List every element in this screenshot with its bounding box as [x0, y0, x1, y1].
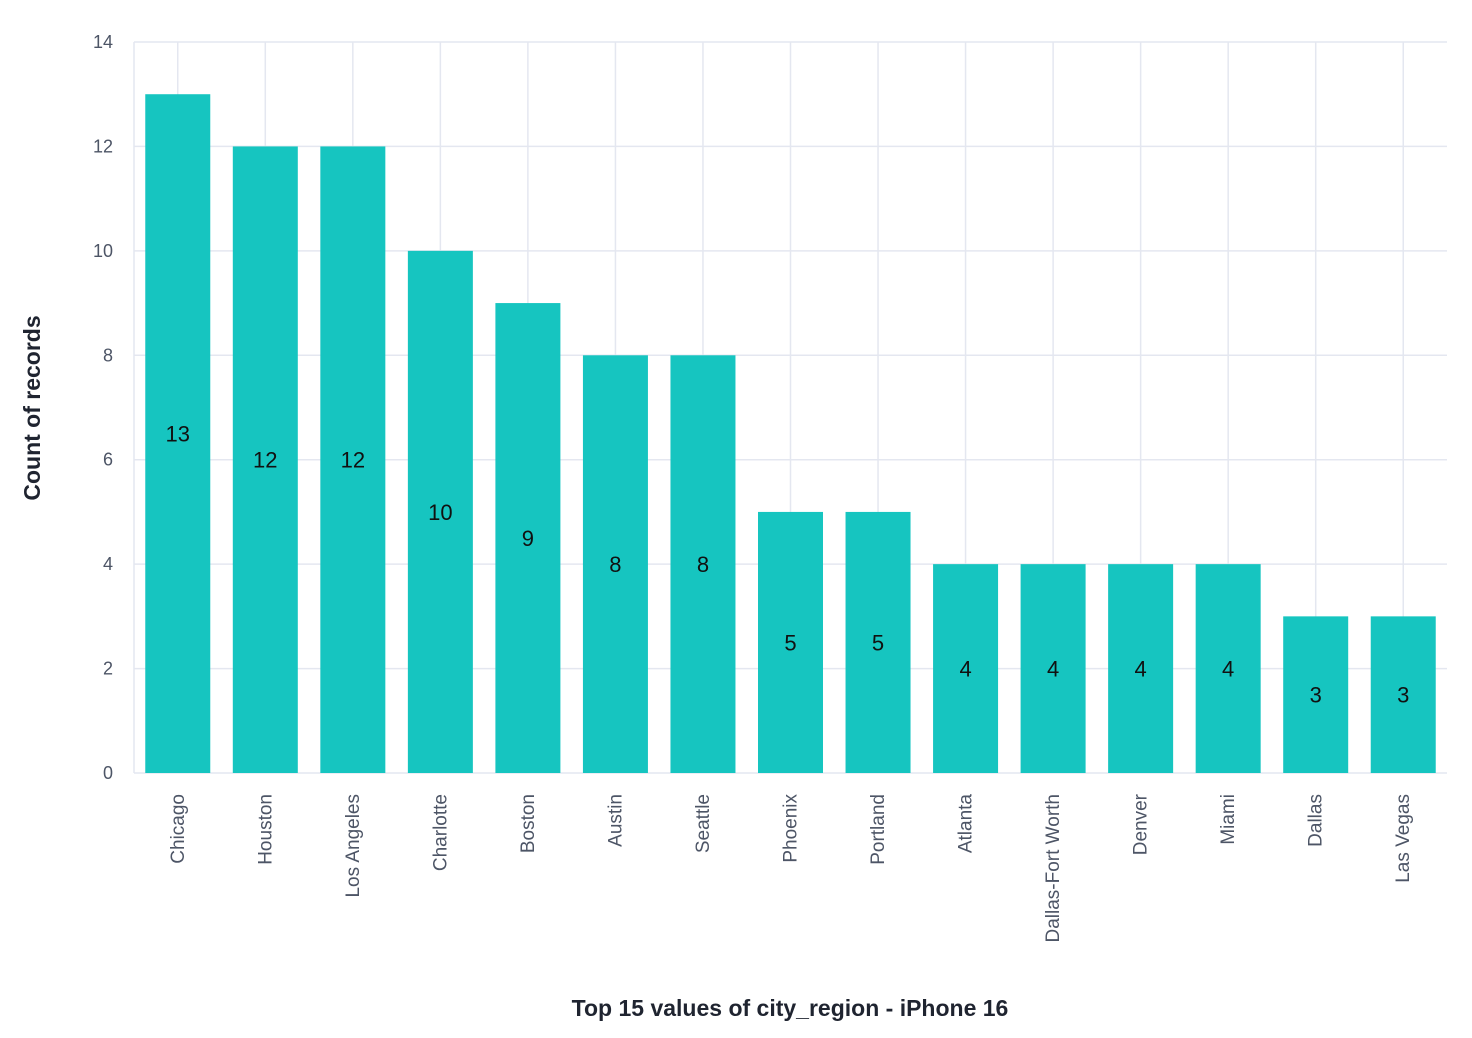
bar-dallas[interactable]: [1283, 616, 1349, 773]
bar-value-label: 5: [872, 630, 884, 655]
y-tick-label: 10: [93, 241, 113, 261]
x-tick-label: Denver: [1131, 793, 1152, 855]
x-tick-label: Miami: [1218, 794, 1239, 845]
x-tick-label: Chicago: [168, 794, 189, 864]
y-tick-label: 0: [103, 763, 113, 783]
x-tick-label: Dallas: [1306, 794, 1327, 847]
bar-value-label: 4: [1135, 657, 1147, 682]
x-tick-label: Atlanta: [956, 794, 977, 854]
x-tick-label: Phoenix: [781, 794, 802, 863]
x-tick-label: Seattle: [693, 794, 714, 853]
bar-los-angeles[interactable]: [320, 146, 386, 773]
y-tick-label: 6: [103, 450, 113, 470]
bar-seattle[interactable]: [670, 355, 736, 773]
bar-value-label: 8: [697, 552, 709, 577]
x-tick-label: Los Angeles: [343, 794, 364, 898]
x-tick-label: Portland: [868, 794, 889, 865]
bar-value-label: 4: [1047, 657, 1059, 682]
y-axis-ticks: 0 2 4 6 8 10 12 14: [93, 32, 113, 783]
y-tick-label: 4: [103, 554, 113, 574]
y-axis-title: Count of records: [19, 315, 45, 500]
bar-boston[interactable]: [495, 303, 561, 773]
x-tick-label: Boston: [518, 794, 539, 853]
bar-value-label: 4: [959, 657, 971, 682]
y-tick-label: 12: [93, 136, 113, 156]
bar-value-label: 13: [166, 422, 190, 447]
y-tick-label: 14: [93, 32, 113, 52]
bar-portland[interactable]: [845, 511, 911, 773]
bar-value-label: 12: [253, 448, 277, 473]
bar-value-label: 4: [1222, 657, 1234, 682]
x-tick-label: Austin: [605, 794, 626, 847]
bar-value-label: 3: [1310, 683, 1322, 708]
bar-austin[interactable]: [582, 355, 648, 773]
bar-miami[interactable]: [1195, 564, 1261, 773]
x-axis-ticks: Chicago Houston Los Angeles Charlotte Boston…: [168, 793, 1414, 942]
x-tick-label: Dallas-Fort Worth: [1043, 794, 1064, 943]
y-tick-label: 2: [103, 659, 113, 679]
bar-phoenix[interactable]: [758, 511, 823, 773]
bar-chicago[interactable]: [145, 94, 211, 773]
bar-houston[interactable]: [232, 146, 298, 773]
x-tick-label: Las Vegas: [1393, 794, 1414, 883]
y-tick-label: 8: [103, 345, 113, 365]
x-tick-label: Charlotte: [430, 794, 451, 871]
bar-value-label: 3: [1397, 683, 1409, 708]
bar-value-labels: 13 12 12 10 9 8 8 5 5 4 4 4 4 3 3: [166, 422, 1410, 708]
bar-atlanta[interactable]: [933, 564, 999, 773]
bar-denver[interactable]: [1108, 564, 1174, 773]
bar-dallas-fort-worth[interactable]: [1020, 564, 1086, 773]
bar-value-label: 12: [341, 448, 365, 473]
bar-value-label: 10: [428, 500, 452, 525]
bar-charlotte[interactable]: [407, 250, 473, 773]
bar-value-label: 8: [609, 552, 621, 577]
x-tick-label: Houston: [255, 794, 276, 865]
bar-las-vegas[interactable]: [1370, 616, 1436, 773]
bar-value-label: 9: [522, 526, 534, 551]
bars: [145, 94, 1436, 773]
x-axis-title: Top 15 values of city_region - iPhone 16: [572, 995, 1009, 1021]
bar-value-label: 5: [784, 630, 796, 655]
